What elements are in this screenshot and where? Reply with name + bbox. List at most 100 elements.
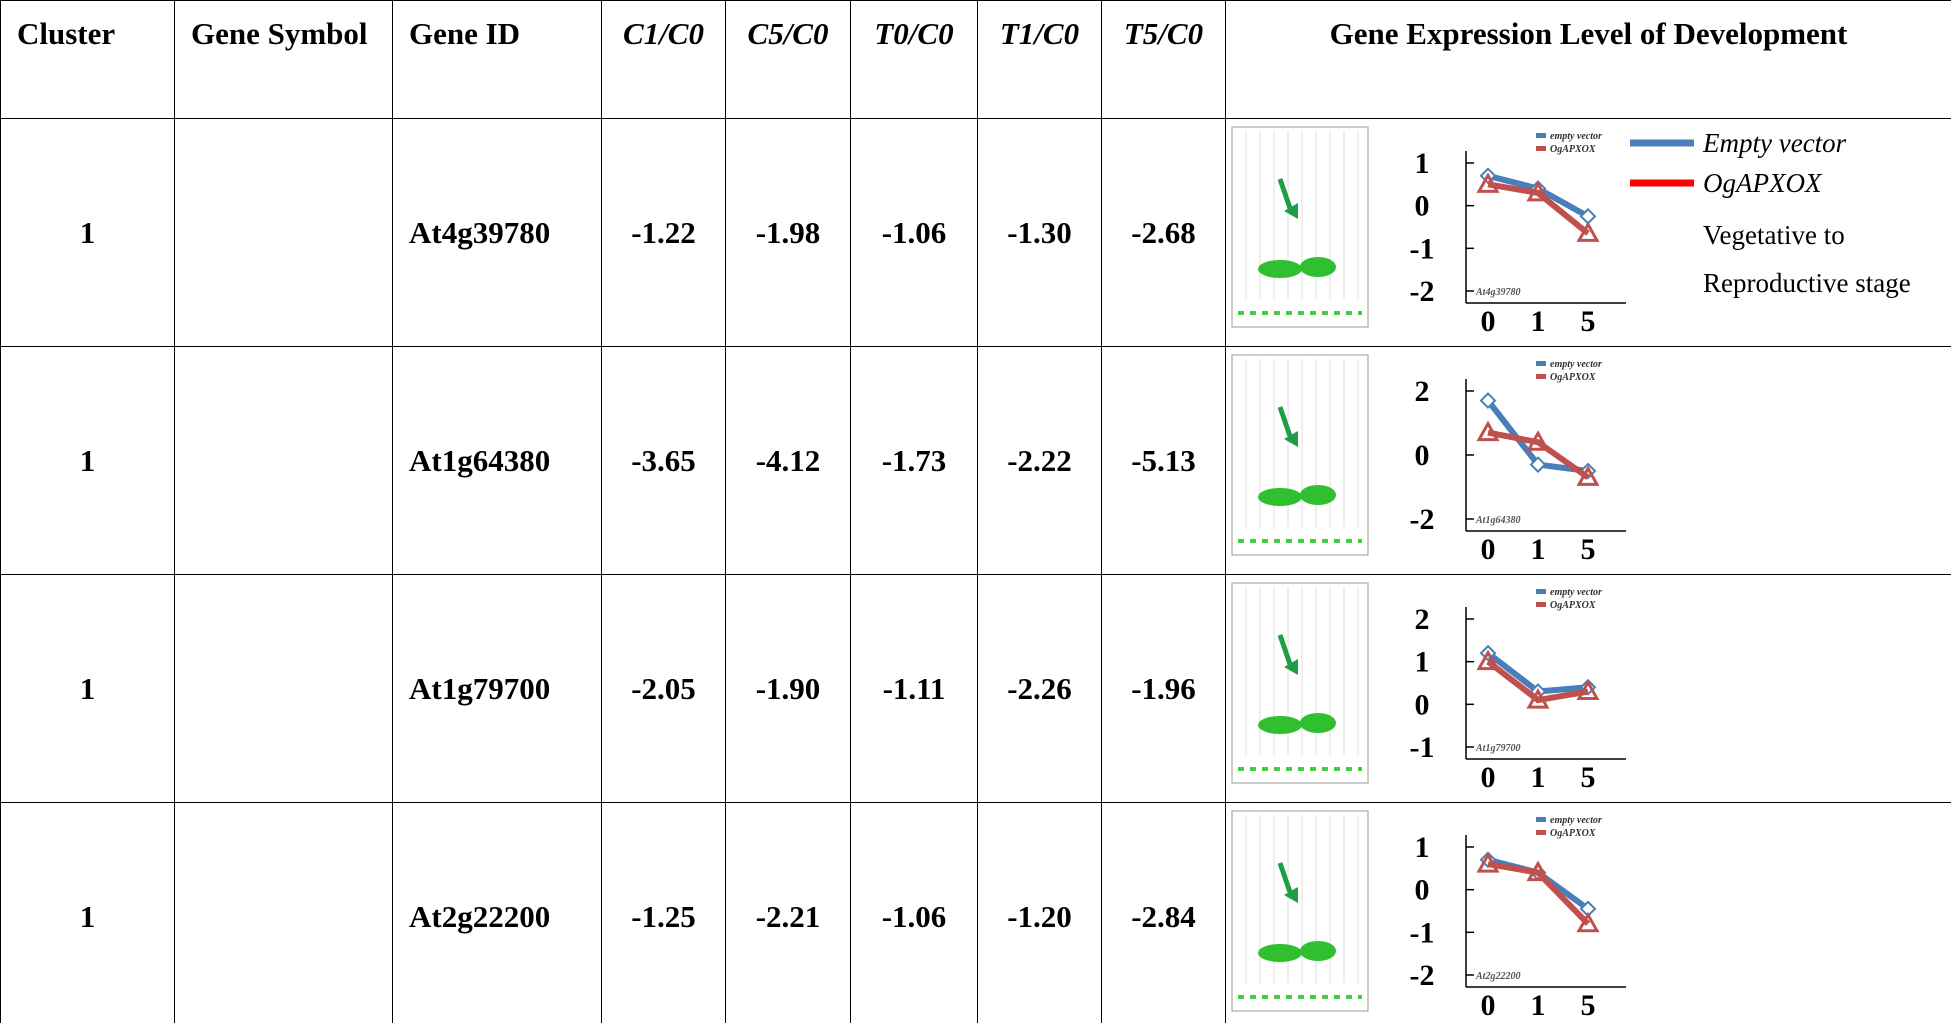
chart-cell: 10-1-2015At2g22200empty vectorOgAPXOX <box>1226 803 1951 1023</box>
y-tick-label: -1 <box>1410 731 1435 764</box>
plant-icon <box>1300 485 1336 505</box>
cluster-cell: 1 <box>1 347 175 575</box>
x-tick-label: 0 <box>1481 761 1496 794</box>
y-tick-label: 0 <box>1415 190 1430 223</box>
y-tick-label: -2 <box>1410 959 1435 992</box>
y-tick-label: 0 <box>1415 688 1430 721</box>
ratio-cell: -4.12 <box>726 347 851 575</box>
ratio-cell: -1.73 <box>851 347 978 575</box>
gene-id-cell: At1g79700 <box>393 575 602 803</box>
small-legend-label: OgAPXOX <box>1550 144 1596 155</box>
header-cell: C1/C0 <box>602 1 726 119</box>
small-legend-label: empty vector <box>1550 359 1602 370</box>
ratio-cell: -1.20 <box>978 803 1102 1023</box>
y-tick-label: 0 <box>1415 874 1430 907</box>
legend-label: Empty vector <box>1703 123 1951 163</box>
small-legend-swatch <box>1536 361 1546 366</box>
header-cell: Gene Expression Level of Development <box>1226 1 1951 119</box>
gene-id-cell: At1g64380 <box>393 347 602 575</box>
small-legend-label: OgAPXOX <box>1550 600 1596 611</box>
small-legend-label: OgAPXOX <box>1550 372 1596 383</box>
development-plot <box>1232 811 1368 1011</box>
cluster-cell: 1 <box>1 119 175 347</box>
ratio-cell: -5.13 <box>1102 347 1226 575</box>
y-tick-label: -1 <box>1410 232 1435 265</box>
y-tick-label: 1 <box>1415 646 1430 679</box>
small-legend-swatch <box>1536 589 1546 594</box>
gene-symbol-cell <box>175 119 393 347</box>
header-cell: T0/C0 <box>851 1 978 119</box>
ratio-cell: -1.96 <box>1102 575 1226 803</box>
x-tick-label: 5 <box>1581 533 1596 566</box>
gene-symbol-cell <box>175 803 393 1023</box>
x-tick-label: 5 <box>1581 305 1596 338</box>
header-row: ClusterGene SymbolGene IDC1/C0C5/C0T0/C0… <box>1 1 1951 119</box>
gene-id-cell: At2g22200 <box>393 803 602 1023</box>
ratio-cell: -1.30 <box>978 119 1102 347</box>
chart-cell: 210-1015At1g79700empty vectorOgAPXOX <box>1226 575 1951 803</box>
rosette-icon <box>1258 716 1302 734</box>
x-tick-label: 0 <box>1481 989 1496 1022</box>
x-tick-label: 1 <box>1531 305 1546 338</box>
y-tick-label: 2 <box>1415 603 1430 636</box>
y-tick-label: 1 <box>1415 831 1430 864</box>
small-legend-swatch <box>1536 133 1546 138</box>
ratio-cell: -1.06 <box>851 803 978 1023</box>
ratio-cell: -2.84 <box>1102 803 1226 1023</box>
expression-chart: 10-1-2015At2g22200empty vectorOgAPXOX <box>1226 803 1950 1023</box>
rosette-icon <box>1258 488 1302 506</box>
ratio-cell: -2.68 <box>1102 119 1226 347</box>
small-legend-label: empty vector <box>1550 131 1602 142</box>
ratio-cell: -2.05 <box>602 575 726 803</box>
ratio-cell: -1.11 <box>851 575 978 803</box>
header-cell: Gene Symbol <box>175 1 393 119</box>
legend-label: OgAPXOX <box>1703 163 1951 203</box>
small-legend-swatch <box>1536 374 1546 379</box>
x-tick-label: 1 <box>1531 761 1546 794</box>
x-tick-label: 5 <box>1581 989 1596 1022</box>
ratio-cell: -2.22 <box>978 347 1102 575</box>
x-tick-label: 0 <box>1481 305 1496 338</box>
header-cell: Gene ID <box>393 1 602 119</box>
x-tick-label: 5 <box>1581 761 1596 794</box>
ratio-cell: -1.90 <box>726 575 851 803</box>
y-tick-label: -2 <box>1410 275 1435 308</box>
header-cell: T1/C0 <box>978 1 1102 119</box>
small-legend-label: OgAPXOX <box>1550 828 1596 839</box>
y-tick-label: 2 <box>1415 375 1430 408</box>
y-tick-label: 0 <box>1415 439 1430 472</box>
legend-note: Vegetative to Reproductive stage <box>1703 211 1951 307</box>
development-plot <box>1232 127 1368 327</box>
development-plot <box>1232 583 1368 783</box>
ratio-cell: -2.21 <box>726 803 851 1023</box>
rosette-icon <box>1258 260 1302 278</box>
rosette-icon <box>1258 944 1302 962</box>
header-cell: C5/C0 <box>726 1 851 119</box>
table-body: 1 At4g39780 -1.22-1.98 -1.06 -1.30-2.68 1 0 -1 -… <box>1 119 1951 1023</box>
ratio-cell: -1.22 <box>602 119 726 347</box>
page: ClusterGene SymbolGene IDC1/C0C5/C0T0/C0… <box>0 0 1951 1023</box>
plant-icon <box>1300 941 1336 961</box>
gene-label: At4g39780 <box>1475 287 1520 298</box>
development-plot <box>1232 355 1368 555</box>
cluster-cell: 1 <box>1 803 175 1023</box>
ratio-cell: -1.25 <box>602 803 726 1023</box>
gene-label: At1g64380 <box>1475 515 1520 526</box>
ratio-cell: -1.98 <box>726 119 851 347</box>
plant-icon <box>1300 257 1336 277</box>
ratio-cell: -3.65 <box>602 347 726 575</box>
header-cell: Cluster <box>1 1 175 119</box>
small-legend-swatch <box>1536 602 1546 607</box>
cluster-cell: 1 <box>1 575 175 803</box>
gene-symbol-cell <box>175 575 393 803</box>
x-tick-label: 1 <box>1531 989 1546 1022</box>
small-legend-swatch <box>1536 146 1546 151</box>
